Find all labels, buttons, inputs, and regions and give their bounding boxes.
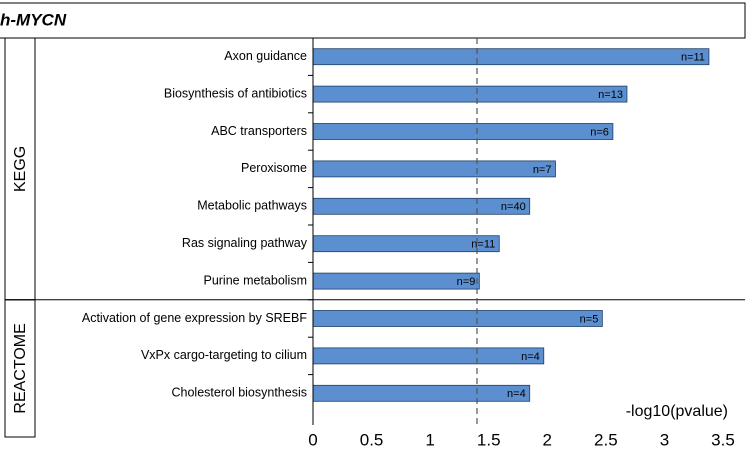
x-axis-label: -log10(pvalue) <box>626 403 728 420</box>
count-label: n=7 <box>533 164 552 176</box>
x-tick-label: 3 <box>660 430 669 449</box>
count-label: n=4 <box>507 388 526 400</box>
x-tick-label: 1.5 <box>477 430 501 449</box>
bar <box>312 384 531 402</box>
bar <box>312 272 480 290</box>
category-label: Cholesterol biosynthesis <box>172 386 308 400</box>
category-label: Axon guidance <box>224 49 307 63</box>
title-box <box>0 2 746 39</box>
count-label: n=11 <box>681 52 705 64</box>
bar <box>312 310 603 327</box>
bar <box>312 197 531 215</box>
count-label: n=13 <box>598 89 623 101</box>
bar <box>312 347 545 365</box>
x-tick-label: 3.5 <box>711 430 735 449</box>
count-label: n=9 <box>457 276 476 288</box>
bar <box>312 48 710 66</box>
category-label: Biosynthesis of antibiotics <box>164 86 307 100</box>
category-label: Activation of gene expression by SREBF <box>82 311 307 325</box>
count-label: n=5 <box>580 313 599 325</box>
category-label: Ras signaling pathway <box>182 236 308 250</box>
group-label: KEGG <box>12 146 29 192</box>
bar <box>312 160 556 178</box>
count-label: n=6 <box>590 126 609 138</box>
bar <box>312 123 614 140</box>
chart-title: h-MYCN <box>0 10 67 29</box>
count-label: n=4 <box>521 351 540 363</box>
count-label: n=11 <box>471 239 495 251</box>
x-tick-label: 2 <box>543 430 552 449</box>
group-label: REACTOME <box>12 323 29 413</box>
x-tick-label: 0.5 <box>360 430 384 449</box>
group-box <box>4 299 36 438</box>
bar <box>312 85 628 103</box>
category-label: VxPx cargo-targeting to cilium <box>141 348 307 362</box>
category-label: Peroxisome <box>241 161 307 175</box>
x-tick-label: 2.5 <box>594 430 618 449</box>
category-label: Metabolic pathways <box>197 199 307 213</box>
category-label: ABC transporters <box>211 124 307 138</box>
x-tick-label: 0 <box>308 430 317 449</box>
x-tick-label: 1 <box>425 430 434 449</box>
category-label: Purine metabolism <box>203 273 307 287</box>
count-label: n=40 <box>501 201 526 213</box>
